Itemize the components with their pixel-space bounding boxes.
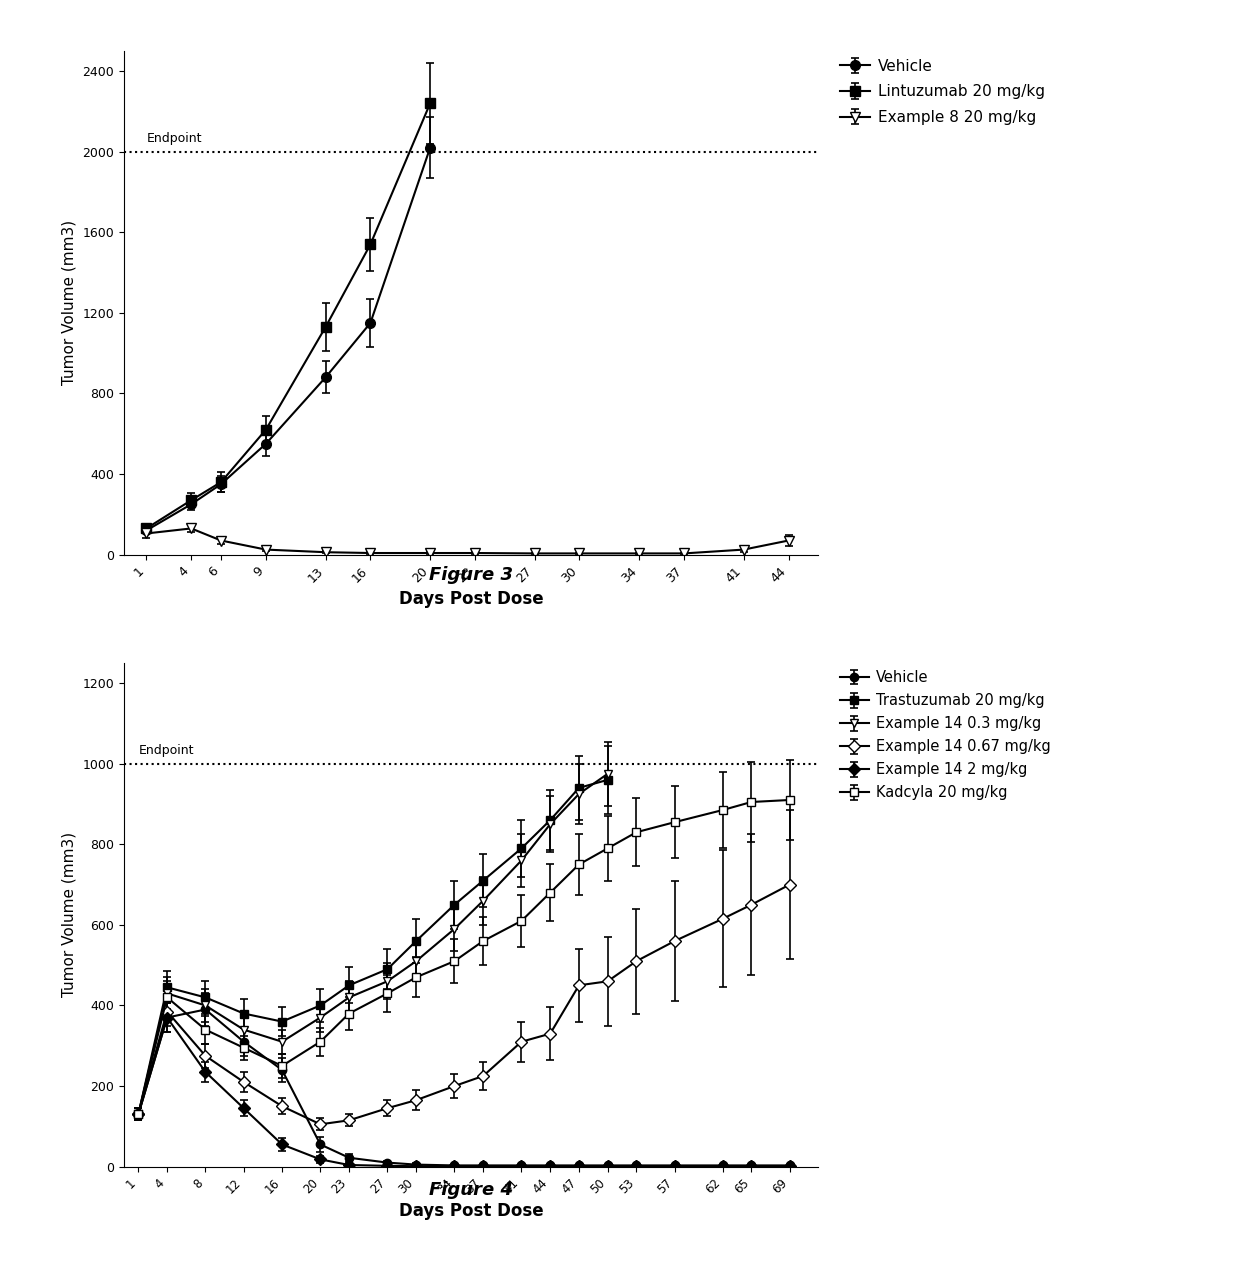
X-axis label: Days Post Dose: Days Post Dose (399, 590, 543, 608)
Y-axis label: Tumor Volume (mm3): Tumor Volume (mm3) (62, 221, 77, 385)
Y-axis label: Tumor Volume (mm3): Tumor Volume (mm3) (62, 833, 77, 997)
Text: Figure 4: Figure 4 (429, 1181, 513, 1198)
Text: Endpoint: Endpoint (146, 131, 202, 144)
Legend: Vehicle, Trastuzumab 20 mg/kg, Example 14 0.3 mg/kg, Example 14 0.67 mg/kg, Exam: Vehicle, Trastuzumab 20 mg/kg, Example 1… (839, 671, 1050, 801)
Text: Figure 3: Figure 3 (429, 566, 513, 584)
Text: Endpoint: Endpoint (139, 743, 193, 756)
X-axis label: Days Post Dose: Days Post Dose (399, 1202, 543, 1220)
Legend: Vehicle, Lintuzumab 20 mg/kg, Example 8 20 mg/kg: Vehicle, Lintuzumab 20 mg/kg, Example 8 … (839, 59, 1045, 125)
